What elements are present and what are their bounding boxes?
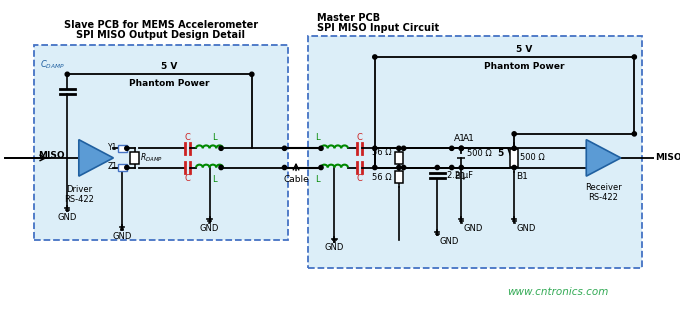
Text: SPI MISO Output Design Detail: SPI MISO Output Design Detail <box>76 30 245 40</box>
Circle shape <box>512 165 516 169</box>
Text: 5 V: 5 V <box>161 63 177 72</box>
Circle shape <box>449 165 454 169</box>
Circle shape <box>124 165 129 169</box>
Text: MISO: MISO <box>39 151 65 160</box>
Circle shape <box>373 55 377 59</box>
Circle shape <box>449 146 454 151</box>
Text: GND: GND <box>325 244 344 253</box>
Circle shape <box>396 146 401 151</box>
Text: Slave PCB for MEMS Accelerometer: Slave PCB for MEMS Accelerometer <box>64 20 258 30</box>
Bar <box>131 152 139 164</box>
Circle shape <box>459 146 464 151</box>
Text: C: C <box>356 174 362 183</box>
Text: $R_{DAMP}$: $R_{DAMP}$ <box>140 152 163 164</box>
Text: B1: B1 <box>516 172 528 181</box>
Bar <box>395 171 403 183</box>
Bar <box>307 36 642 268</box>
Bar <box>395 152 403 164</box>
Bar <box>118 164 127 171</box>
Text: GND: GND <box>58 213 77 222</box>
Text: Phantom Power: Phantom Power <box>129 79 209 88</box>
Text: B1: B1 <box>454 172 466 181</box>
Text: SPI MISO Input Circuit: SPI MISO Input Circuit <box>317 23 439 33</box>
Text: GND: GND <box>200 224 219 233</box>
Text: L: L <box>212 132 217 142</box>
Text: GND: GND <box>439 237 458 246</box>
Text: Z1: Z1 <box>107 162 117 171</box>
Text: GND: GND <box>463 224 483 233</box>
Circle shape <box>401 165 406 169</box>
Circle shape <box>219 146 223 151</box>
Text: Master PCB: Master PCB <box>317 13 380 23</box>
Text: MISO: MISO <box>656 153 680 162</box>
Bar <box>33 45 288 239</box>
Circle shape <box>373 146 377 151</box>
Text: 5 V: 5 V <box>515 45 532 54</box>
Polygon shape <box>79 140 114 176</box>
Circle shape <box>319 146 323 151</box>
Text: www.cntronics.com: www.cntronics.com <box>507 287 608 297</box>
Circle shape <box>65 72 69 77</box>
Circle shape <box>401 146 406 151</box>
Text: $C_{DAMP}$: $C_{DAMP}$ <box>40 59 65 72</box>
Circle shape <box>459 165 464 169</box>
Circle shape <box>632 55 636 59</box>
Circle shape <box>632 132 636 136</box>
Circle shape <box>512 132 516 136</box>
Circle shape <box>435 165 439 169</box>
Text: Cable: Cable <box>283 175 309 184</box>
Text: Driver
RS-422: Driver RS-422 <box>64 185 94 204</box>
Text: A1: A1 <box>454 134 466 143</box>
Circle shape <box>459 146 464 151</box>
Text: GND: GND <box>516 224 535 233</box>
Text: Receiver
RS-422: Receiver RS-422 <box>585 183 622 202</box>
Text: Phantom Power: Phantom Power <box>483 62 564 71</box>
Circle shape <box>282 146 286 151</box>
Circle shape <box>250 72 254 77</box>
Circle shape <box>396 165 401 169</box>
Text: 500 Ω: 500 Ω <box>520 153 545 162</box>
Text: L: L <box>315 175 320 184</box>
Text: 56 Ω: 56 Ω <box>371 173 391 182</box>
Bar <box>510 149 518 167</box>
Text: C: C <box>356 132 362 142</box>
Circle shape <box>512 146 516 151</box>
Text: A1: A1 <box>463 134 475 143</box>
Text: GND: GND <box>112 232 132 241</box>
Text: C: C <box>184 174 190 183</box>
Text: L: L <box>315 132 320 142</box>
Polygon shape <box>586 140 621 176</box>
Circle shape <box>124 146 129 151</box>
Bar <box>118 145 127 152</box>
Text: L: L <box>212 175 217 184</box>
Circle shape <box>282 165 286 169</box>
Circle shape <box>319 165 323 169</box>
Text: 2.2 μF: 2.2 μF <box>447 171 473 180</box>
Circle shape <box>219 165 223 169</box>
Circle shape <box>373 165 377 169</box>
Text: 500 Ω: 500 Ω <box>467 149 492 158</box>
Text: Y1: Y1 <box>108 143 117 152</box>
Text: 56 Ω: 56 Ω <box>371 148 391 157</box>
Text: 5 V: 5 V <box>498 149 515 158</box>
Text: C: C <box>184 132 190 142</box>
